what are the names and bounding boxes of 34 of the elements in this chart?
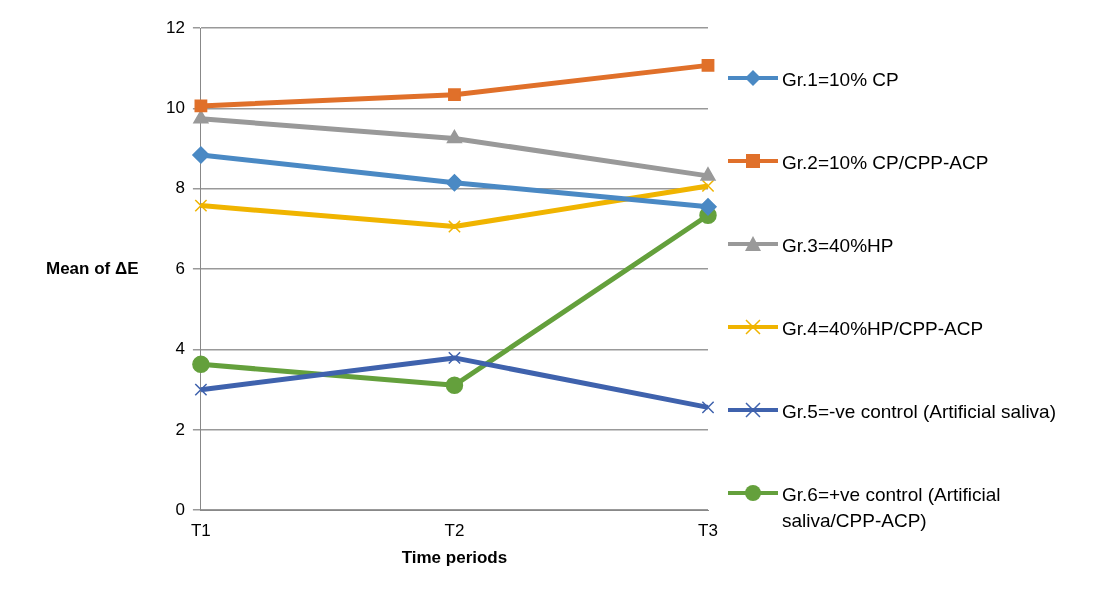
point — [446, 129, 463, 144]
y-tick-label: 6 — [175, 258, 185, 278]
point — [700, 167, 716, 181]
point — [194, 199, 208, 213]
y-tick-label: 10 — [165, 98, 185, 118]
legend-label: Gr.3=40%HP — [782, 233, 894, 258]
y-tick-label: 0 — [175, 499, 185, 519]
legend-label: Gr.6=+ve control (Artificial saliva/CPP-ACP) — [782, 483, 1002, 534]
point — [192, 355, 210, 374]
legend-label: Gr.4=40%HP/CPP-ACP — [782, 317, 984, 342]
point — [701, 400, 715, 414]
point — [445, 173, 464, 192]
point — [193, 110, 209, 124]
point — [194, 383, 208, 397]
point — [701, 58, 715, 72]
y-tick-label: 4 — [175, 339, 185, 359]
x-axis-title: Time periods — [401, 548, 508, 568]
x-tick-label: T2 — [444, 521, 465, 541]
y-axis-title: Mean of ΔE — [46, 258, 139, 278]
y-tick-label: 12 — [165, 17, 185, 37]
legend-label: Gr.1=10% CP — [782, 67, 899, 92]
point — [699, 198, 717, 216]
point — [192, 146, 210, 164]
y-tick-label: 2 — [175, 419, 185, 439]
point — [701, 179, 715, 193]
legend-label: Gr.2=10% CP/CPP-ACP — [782, 150, 989, 175]
point — [445, 376, 464, 394]
point — [448, 220, 461, 233]
point — [448, 88, 461, 102]
point — [448, 351, 461, 365]
x-tick-label: T1 — [190, 521, 211, 541]
legend-label: Gr.5=-ve control (Artificial saliva) — [782, 400, 1056, 425]
y-tick-label: 8 — [175, 178, 185, 198]
x-tick-label: T3 — [698, 521, 718, 541]
